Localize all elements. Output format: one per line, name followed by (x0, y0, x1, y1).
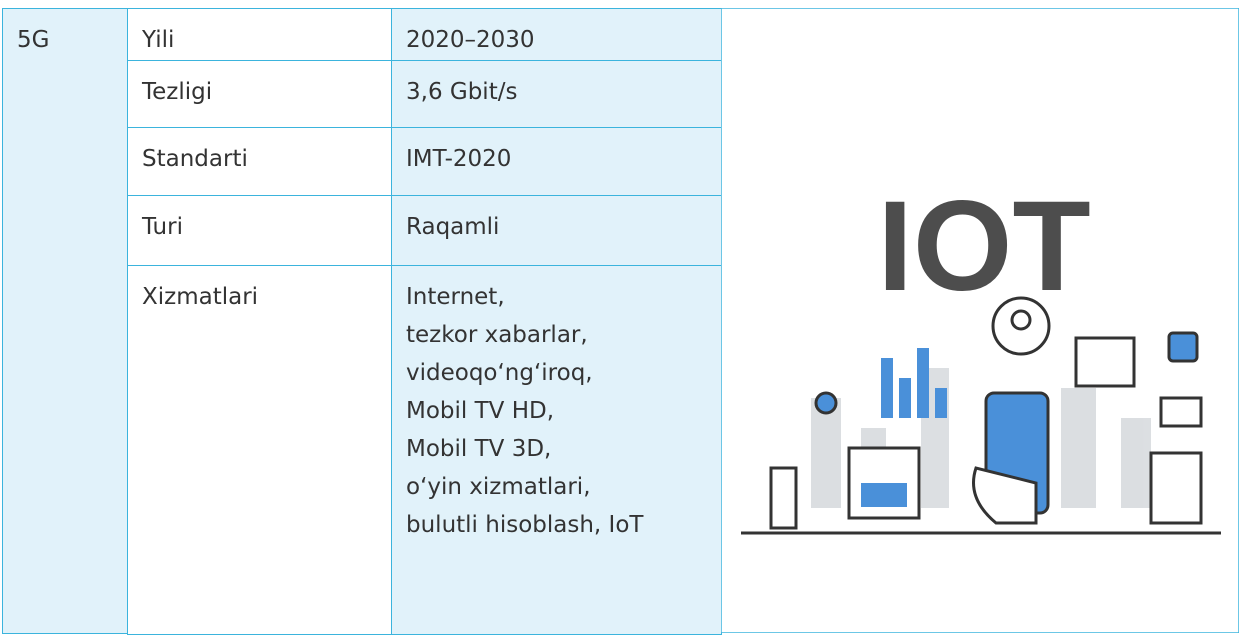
row-label: Standarti (127, 127, 392, 196)
row-value: 3,6 Gbit/s (391, 60, 722, 128)
service-line: o‘yin xizmatlari, (406, 474, 591, 500)
service-line: Internet, (406, 284, 505, 310)
row-label: Tezligi (127, 60, 392, 128)
service-line: Mobil TV 3D, (406, 436, 552, 462)
row-label: Yili (127, 8, 392, 61)
service-line: tezkor xabarlar, (406, 322, 588, 348)
row-value: Raqamli (391, 195, 722, 266)
service-line: videoqo‘ng‘iroq, (406, 360, 593, 386)
image-label: IOT (877, 175, 1090, 318)
iot-illustration: IOT (721, 8, 1239, 633)
group-cell: 5G (2, 8, 128, 634)
service-line: bulutli hisoblash, IoT (406, 512, 644, 538)
service-line: Mobil TV HD, (406, 398, 555, 424)
row-value: 2020–2030 (391, 8, 722, 61)
row-value: IMT-2020 (391, 127, 722, 196)
row-value: Internet, tezkor xabarlar, videoqo‘ng‘iroq… (391, 265, 722, 635)
row-label: Xizmatlari (127, 265, 392, 635)
row-label: Turi (127, 195, 392, 266)
